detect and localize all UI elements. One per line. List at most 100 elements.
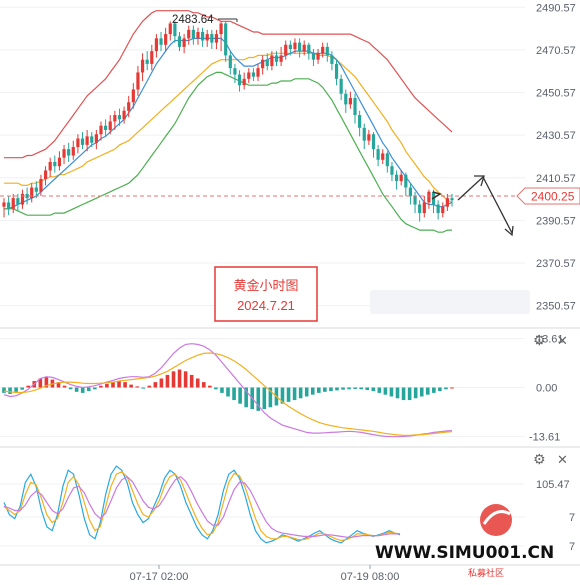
candle-body — [293, 42, 297, 50]
indicator-line — [4, 10, 453, 159]
time-tick-label: 07-19 08:00 — [341, 571, 400, 583]
macd-bar — [74, 387, 79, 392]
candle-body — [399, 174, 403, 182]
candle-body — [117, 115, 122, 120]
candle-body — [191, 29, 195, 39]
candle-body — [233, 68, 237, 75]
time-tick-label: 07-17 02:00 — [130, 571, 189, 583]
macd-bar — [214, 387, 218, 390]
macd-bar — [323, 387, 327, 392]
candle-body — [297, 42, 302, 52]
watermark-text: WWW.SIMU001.CN — [375, 543, 554, 563]
macd-bar — [268, 387, 273, 408]
candle-body — [168, 23, 172, 35]
macd-close-icon[interactable]: ✕ — [557, 334, 568, 349]
price-tick-label: 2370.57 — [536, 258, 576, 270]
candle-body — [113, 115, 117, 122]
price-panel[interactable] — [0, 6, 525, 307]
macd-bar — [159, 378, 164, 388]
candle-body — [261, 59, 265, 69]
candle-body — [210, 34, 214, 43]
macd-bar — [238, 387, 242, 404]
kdj-lines — [3, 465, 401, 544]
candle-body — [445, 198, 449, 207]
candle-body — [325, 46, 329, 56]
candle-body — [334, 63, 339, 79]
annotation-line-1: 黄金小时图 — [233, 278, 298, 294]
candle-body — [187, 29, 191, 39]
macd-bar — [195, 378, 200, 388]
candle-body — [57, 157, 62, 167]
macd-bar — [105, 383, 109, 388]
candle-body — [279, 55, 283, 62]
annotation-box: 黄金小时图 2024.7.21 — [214, 266, 318, 322]
bollinger-bands — [4, 10, 453, 233]
candle-body — [362, 127, 366, 141]
current-price-label: 2400.25 — [516, 187, 580, 205]
candle-body — [288, 44, 292, 50]
candle-body — [214, 34, 219, 43]
candle-body — [62, 149, 66, 158]
candle-body — [67, 149, 71, 156]
candle-body — [418, 204, 422, 214]
macd-bar — [371, 387, 376, 392]
macd-bar — [26, 385, 31, 388]
candle-body — [422, 202, 426, 214]
macd-bar — [8, 387, 12, 394]
macd-bar — [171, 371, 176, 388]
kdj-settings-icon[interactable]: ⚙ — [533, 452, 546, 468]
macd-bar — [341, 387, 345, 390]
candle-body — [25, 193, 29, 199]
candle-body — [39, 178, 43, 192]
watermark-subtext: 私募社区 — [468, 567, 504, 579]
macd-bar — [38, 378, 43, 388]
candle-body — [390, 166, 394, 175]
candle-body — [30, 187, 34, 199]
macd-bar — [208, 385, 212, 388]
candle-body — [330, 55, 334, 64]
macd-bar — [280, 387, 285, 404]
candle-body — [127, 102, 131, 111]
macd-bar — [298, 387, 303, 399]
macd-bar — [123, 382, 127, 388]
macd-settings-icon[interactable]: ⚙ — [533, 333, 546, 349]
macd-bar — [232, 387, 236, 401]
candle-body — [242, 78, 246, 86]
candle-body — [284, 44, 288, 56]
candle-body — [302, 44, 306, 52]
macd-bar — [177, 369, 182, 388]
macd-bar — [444, 387, 448, 390]
candle-body — [94, 134, 98, 143]
macd-bar — [292, 387, 297, 401]
candle-body — [145, 59, 149, 64]
macd-bar — [383, 387, 388, 395]
candle-body — [53, 161, 57, 167]
macd-bar — [165, 374, 170, 388]
macd-panel[interactable] — [0, 338, 525, 438]
macd-bar — [56, 382, 61, 388]
price-tick-label: 2470.57 — [536, 45, 576, 57]
macd-bar — [135, 386, 139, 388]
candle-body — [344, 93, 348, 105]
kdj-panel[interactable] — [0, 465, 525, 547]
candle-body — [104, 125, 108, 130]
macd-bar — [286, 387, 291, 402]
kdj-close-icon[interactable]: ✕ — [557, 453, 568, 468]
macd-bar — [310, 387, 315, 395]
candle-body — [348, 98, 352, 105]
macd-tick-label: -13.61 — [529, 431, 560, 443]
candle-body — [177, 36, 182, 47]
candle-body — [247, 72, 251, 79]
macd-bar — [419, 387, 424, 397]
macd-bar — [111, 382, 115, 388]
candle-body — [394, 174, 399, 182]
candle-body — [316, 53, 320, 60]
candle-body — [2, 202, 6, 207]
candle-body — [441, 206, 445, 214]
high-label: 2483.64 — [172, 14, 214, 26]
macd-tick-label: 13.61 — [536, 334, 564, 346]
candle-body — [76, 138, 80, 148]
macd-bar — [244, 387, 248, 408]
macd-bar — [44, 377, 49, 388]
candle-body — [307, 44, 311, 54]
